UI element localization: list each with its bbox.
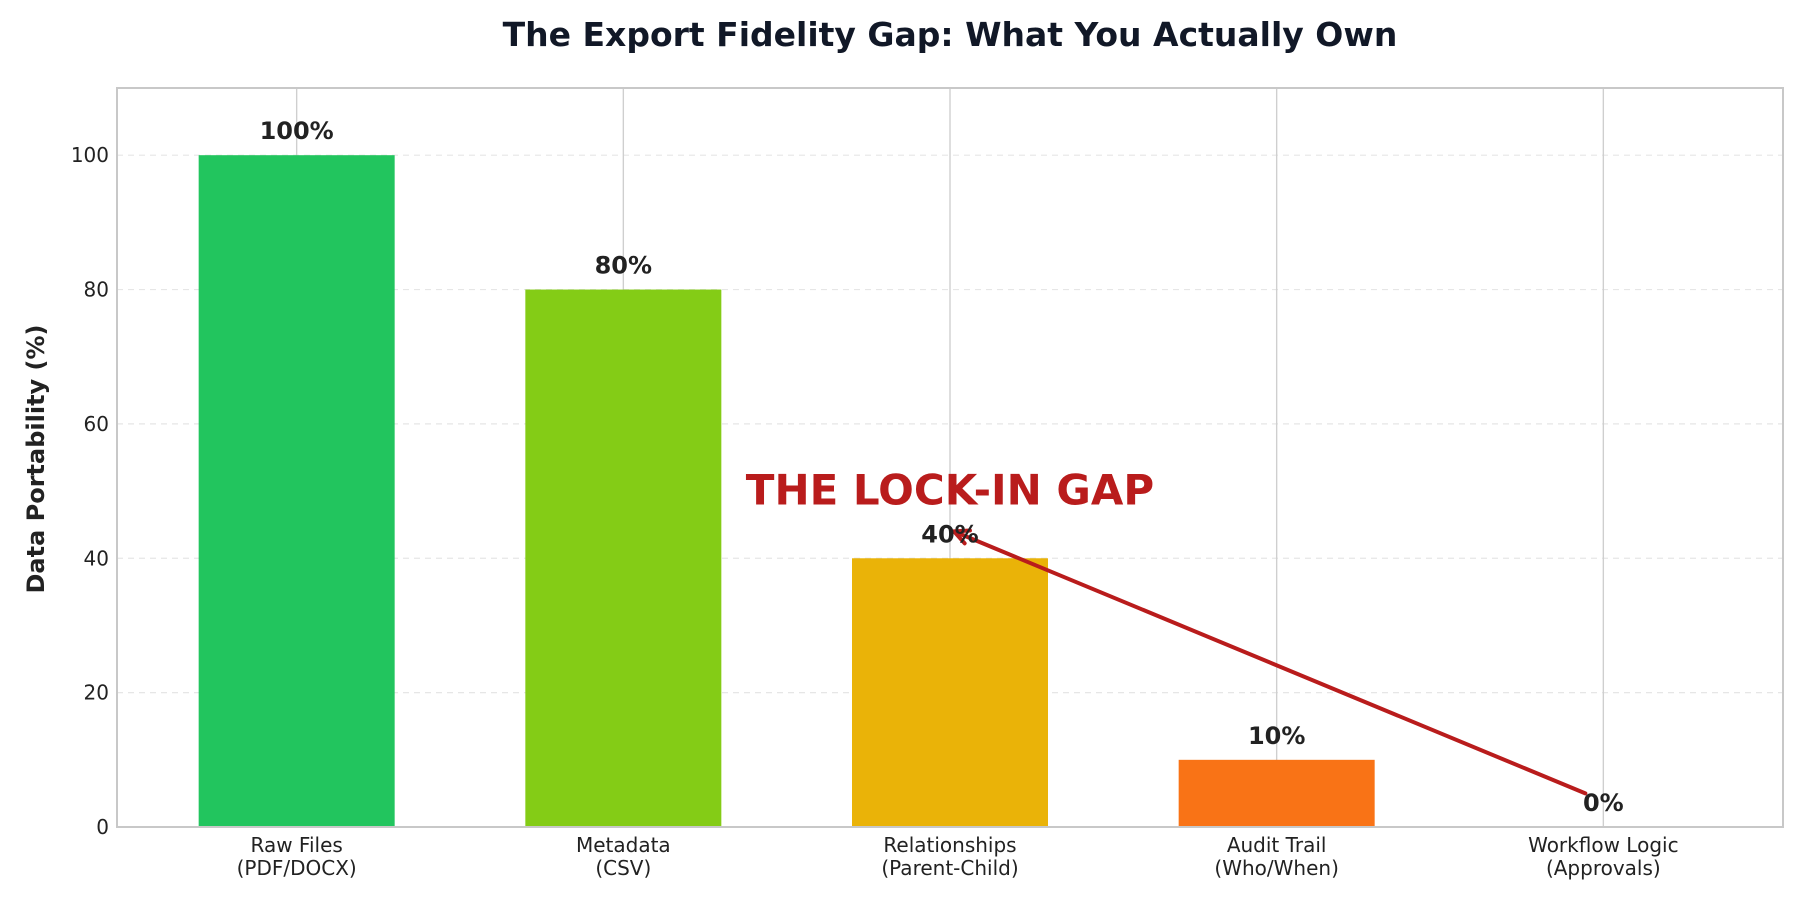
y-tick-label: 60 (84, 412, 109, 436)
y-tick-label: 40 (84, 546, 109, 570)
plot-frame (116, 87, 1784, 828)
bar (852, 558, 1048, 827)
data-label: 80% (595, 252, 652, 280)
x-tick-label: Workflow Logic (1528, 833, 1678, 857)
y-axis-label: Data Portability (%) (22, 324, 50, 593)
lock-in-gap-label: THE LOCK-IN GAP (746, 466, 1154, 515)
x-tick-label: (CSV) (595, 856, 651, 880)
data-label: 10% (1248, 722, 1305, 750)
data-label: 0% (1583, 789, 1624, 817)
y-tick-label: 20 (84, 681, 109, 705)
x-tick-label: Audit Trail (1227, 833, 1327, 857)
x-tick-label: Relationships (883, 833, 1016, 857)
x-tick-label: (Parent-Child) (881, 856, 1018, 880)
lock-in-arrowhead (949, 528, 972, 546)
x-tick-label: Raw Files (251, 833, 343, 857)
bar (198, 155, 395, 827)
data-label: 100% (260, 117, 334, 145)
data-label: 40% (921, 520, 978, 548)
y-tick-label: 100 (71, 143, 109, 167)
lock-in-arrow (952, 529, 1588, 796)
bar (525, 289, 722, 828)
chart-title: The Export Fidelity Gap: What You Actual… (503, 15, 1398, 54)
x-tick-label: Metadata (576, 833, 671, 857)
y-tick-label: 80 (84, 278, 109, 302)
x-tick-label: (Approvals) (1546, 856, 1661, 880)
y-tick-label: 0 (96, 815, 109, 839)
x-tick-label: (Who/When) (1214, 856, 1338, 880)
bar (1178, 759, 1375, 827)
x-tick-label: (PDF/DOCX) (237, 856, 357, 880)
